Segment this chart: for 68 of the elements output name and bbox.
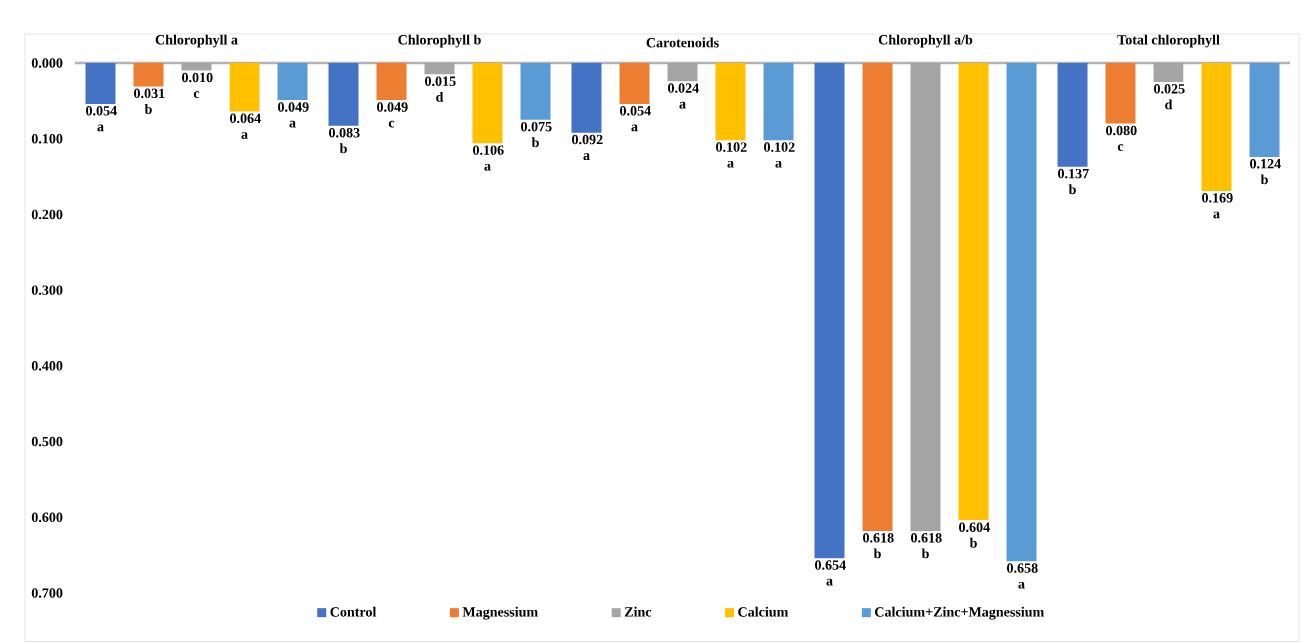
bar bbox=[814, 63, 845, 559]
bar bbox=[376, 63, 407, 101]
bar bbox=[85, 63, 116, 104]
data-label: 0.083 b bbox=[329, 127, 360, 154]
data-label: 0.049 c bbox=[377, 102, 408, 128]
bar bbox=[1057, 63, 1088, 167]
data-label: 0.015 d bbox=[425, 76, 456, 102]
bar bbox=[1249, 63, 1280, 157]
bar bbox=[619, 63, 650, 104]
data-label: 0.102 a bbox=[764, 142, 795, 168]
data-label: 0.031 b bbox=[134, 88, 165, 114]
bar bbox=[472, 63, 503, 144]
x-tick-label: Total chlorophyll bbox=[1117, 34, 1220, 48]
bar bbox=[229, 63, 260, 112]
data-label: 0.604 b bbox=[959, 522, 990, 548]
data-label: 0.618 b bbox=[911, 533, 942, 559]
bar bbox=[520, 63, 551, 120]
x-tick-label: Chlorophyll b bbox=[398, 34, 481, 48]
y-tick-label: 0.400 bbox=[31, 361, 63, 371]
legend-label: Calcium+Zinc+Magnessium bbox=[875, 606, 1044, 620]
legend-label: Control bbox=[330, 606, 377, 617]
legend-label: Zinc bbox=[624, 606, 652, 617]
bar bbox=[328, 63, 359, 126]
x-tick-label: Carotenoids bbox=[646, 37, 719, 48]
data-label: 0.054 a bbox=[620, 106, 651, 132]
data-label: 0.049 a bbox=[278, 102, 309, 128]
data-label: 0.137 b bbox=[1058, 168, 1089, 195]
data-label: 0.075 b bbox=[521, 121, 552, 148]
data-label: 0.654 a bbox=[815, 560, 846, 586]
bar bbox=[181, 63, 212, 71]
data-label: 0.010 c bbox=[182, 72, 213, 98]
bar bbox=[715, 63, 746, 141]
y-tick-label: 0.200 bbox=[31, 209, 63, 220]
bar bbox=[571, 63, 602, 133]
data-label: 0.024 a bbox=[668, 83, 699, 109]
bar bbox=[958, 63, 989, 521]
bar bbox=[277, 63, 308, 101]
bar bbox=[424, 63, 455, 75]
data-label: 0.025 d bbox=[1154, 84, 1185, 110]
legend-label: Calcium bbox=[738, 606, 789, 617]
data-label: 0.054 a bbox=[86, 106, 117, 132]
y-tick-label: 0.700 bbox=[31, 588, 63, 598]
bar bbox=[133, 63, 164, 87]
bar bbox=[763, 63, 794, 141]
legend-label: Magnessium bbox=[462, 606, 538, 620]
bar bbox=[1201, 63, 1232, 191]
y-tick-label: 0.500 bbox=[31, 436, 63, 447]
data-label: 0.106 a bbox=[473, 145, 504, 171]
data-label: 0.092 a bbox=[572, 134, 603, 161]
data-label: 0.658 a bbox=[1007, 563, 1038, 589]
data-label: 0.102 a bbox=[716, 142, 747, 168]
data-label: 0.618 b bbox=[863, 533, 894, 559]
x-tick-label: Chlorophyll a/b bbox=[878, 34, 973, 48]
data-label: 0.124 b bbox=[1250, 159, 1281, 185]
bar bbox=[862, 63, 893, 531]
y-tick-label: 0.000 bbox=[31, 58, 63, 68]
data-label: 0.169 a bbox=[1202, 193, 1233, 219]
data-label: 0.064 a bbox=[230, 113, 261, 139]
y-tick-label: 0.100 bbox=[31, 133, 63, 144]
bar bbox=[1105, 63, 1136, 124]
bar bbox=[910, 63, 941, 531]
bar bbox=[1153, 63, 1184, 82]
bar bbox=[1006, 63, 1037, 562]
y-tick-label: 0.600 bbox=[31, 512, 63, 523]
y-tick-label: 0.300 bbox=[31, 285, 63, 295]
bar bbox=[667, 63, 698, 82]
x-tick-label: Chlorophyll a bbox=[155, 34, 238, 48]
data-label: 0.080 c bbox=[1106, 125, 1137, 151]
